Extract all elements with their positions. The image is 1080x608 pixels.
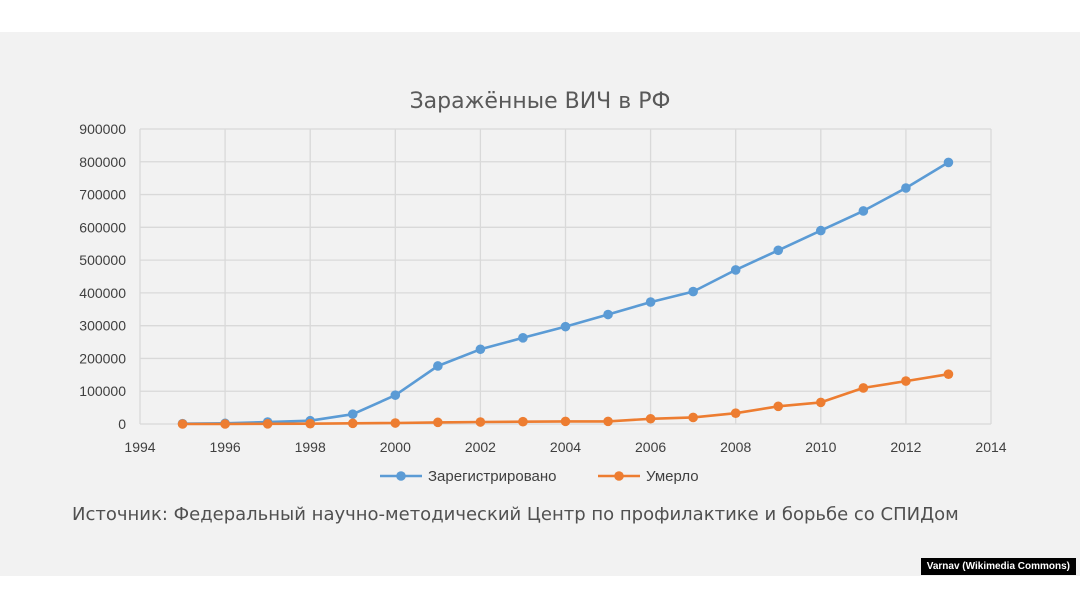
image-credit: Varnav (Wikimedia Commons)	[920, 558, 1076, 575]
data-point	[518, 416, 528, 427]
source-note: Источник: Федеральный научно-методически…	[72, 504, 959, 525]
x-tick-label: 1994	[124, 439, 155, 455]
data-point	[560, 321, 571, 332]
x-tick-label: 2014	[975, 439, 1006, 455]
x-tick-label: 1996	[210, 439, 241, 455]
data-point	[305, 418, 316, 429]
data-point	[816, 225, 826, 236]
x-tick-label: 2000	[380, 439, 411, 455]
x-tick-label: 2010	[805, 439, 836, 455]
y-tick-label: 0	[118, 416, 126, 432]
data-point	[177, 419, 188, 429]
y-tick-label: 100000	[79, 383, 126, 399]
data-point	[390, 418, 401, 428]
x-tick-label: 1998	[295, 439, 326, 455]
x-tick-label: 2002	[465, 439, 496, 455]
legend-entry: Умерло	[598, 468, 699, 485]
x-tick-label: 2008	[720, 439, 751, 455]
legend: Зарегистрировано Умерло	[380, 468, 699, 485]
y-tick-label: 700000	[79, 187, 126, 203]
data-point	[560, 416, 571, 427]
data-point	[943, 157, 954, 168]
gridlines	[139, 128, 992, 425]
data-point	[433, 417, 443, 428]
y-tick-label: 800000	[79, 154, 126, 170]
y-tick-label: 900000	[79, 121, 126, 137]
data-point	[475, 344, 486, 355]
data-point	[688, 412, 698, 423]
data-point	[518, 332, 528, 343]
data-point	[858, 206, 869, 216]
series-group	[177, 369, 954, 429]
legend-label: Умерло	[646, 468, 699, 485]
y-tick-label: 200000	[79, 350, 126, 366]
data-point	[901, 183, 911, 193]
data-point	[475, 417, 486, 427]
x-tick-label: 2012	[890, 439, 921, 455]
data-point	[688, 286, 698, 297]
legend-marker	[396, 471, 406, 481]
legend-label: Зарегистрировано	[428, 468, 556, 485]
x-tick-label: 2004	[550, 439, 581, 455]
data-point	[390, 390, 401, 400]
series	[177, 157, 954, 429]
y-tick-label: 600000	[79, 219, 126, 235]
data-point	[858, 383, 869, 393]
data-point	[773, 401, 784, 412]
data-point	[603, 309, 613, 320]
legend-entry: Зарегистрировано	[380, 468, 556, 485]
data-point	[730, 265, 741, 275]
data-point	[603, 416, 613, 427]
y-tick-label: 300000	[79, 318, 126, 334]
data-point	[816, 397, 826, 408]
y-tick-label: 500000	[79, 252, 126, 268]
y-tick-label: 400000	[79, 285, 126, 301]
axis-ticks: 1994 1996 1998 2000 2002 2004 2006 2008 2010 2012…	[79, 121, 1006, 455]
data-point	[773, 245, 784, 256]
data-point	[645, 297, 656, 307]
chart-title: Заражённые ВИЧ в РФ	[410, 89, 671, 114]
data-point	[347, 409, 358, 419]
data-point	[262, 419, 273, 429]
chart-panel	[0, 32, 1080, 576]
data-point	[943, 369, 954, 379]
data-point	[901, 376, 911, 386]
data-point	[433, 361, 443, 371]
data-point	[645, 413, 656, 424]
data-point	[347, 418, 358, 429]
data-point	[730, 408, 741, 418]
x-tick-label: 2006	[635, 439, 666, 455]
data-point	[220, 419, 230, 429]
legend-marker	[614, 471, 624, 481]
